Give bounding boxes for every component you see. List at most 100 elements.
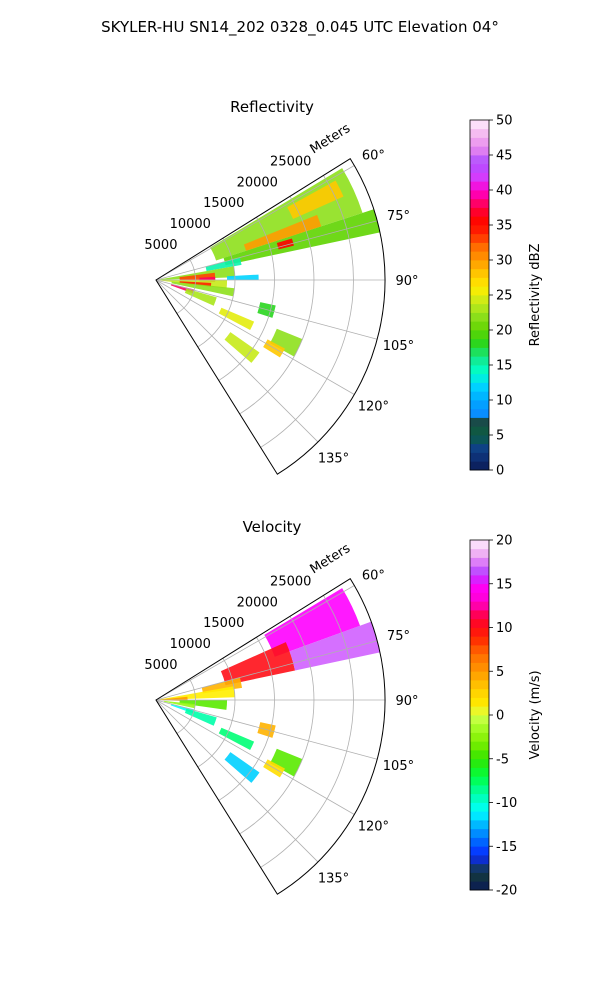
reflectivity-colorbar-bin-18 xyxy=(470,303,489,313)
reflectivity-colorbar: 0 5 10 15 20 25 30 35 40 45 50 xyxy=(469,114,513,479)
reflectivity-range-ring-4 xyxy=(260,175,354,448)
velocity-colorbar-bin-31 xyxy=(470,610,489,620)
velocity-range-ring-1 xyxy=(197,657,236,768)
velocity-colorbar-bin-0 xyxy=(470,881,489,891)
velocity-colorbar-bin-6 xyxy=(470,828,489,838)
reflectivity-colorbar-bin-0 xyxy=(470,461,489,471)
velocity-colorbar-tick-label-3: -5 xyxy=(496,752,509,767)
reflectivity-echo-region-6 xyxy=(159,266,235,280)
velocity-range-label: Meters xyxy=(308,541,354,577)
velocity-colorbar-bin-22 xyxy=(470,688,489,698)
reflectivity-colorbar-tick-label-0: 0 xyxy=(496,464,504,479)
velocity-colorbar-tick-label-0: -20 xyxy=(496,884,517,899)
reflectivity-colorbar-bin-39 xyxy=(470,120,489,130)
reflectivity-colorbar-tick-label-5: 25 xyxy=(496,289,513,304)
velocity-colorbar-bin-36 xyxy=(470,566,489,576)
reflectivity-colorbar-bin-22 xyxy=(470,268,489,278)
velocity-colorbar-tick-label-7: 15 xyxy=(496,577,513,592)
reflectivity-colorbar-bin-19 xyxy=(470,295,489,305)
velocity-range-ring-2 xyxy=(218,637,275,801)
reflectivity-colorbar-bin-21 xyxy=(470,277,489,287)
reflectivity-colorbar-bin-2 xyxy=(470,443,489,453)
velocity-colorbar-bin-33 xyxy=(470,592,489,602)
reflectivity-range-tick-label-0: 5000 xyxy=(144,238,177,253)
velocity-colorbar-bin-38 xyxy=(470,548,489,558)
reflectivity-colorbar-tick-label-2: 10 xyxy=(496,394,513,409)
reflectivity-azimuth-tick-label-3: 105° xyxy=(383,339,414,354)
reflectivity-colorbar-bin-31 xyxy=(470,190,489,200)
reflectivity-sector-frame xyxy=(155,157,386,475)
reflectivity-colorbar-bin-7 xyxy=(470,400,489,410)
velocity-echo-region-6 xyxy=(179,700,228,710)
reflectivity-colorbar-bin-30 xyxy=(470,198,489,208)
reflectivity-colorbar-label: Reflectivity dBZ xyxy=(528,244,543,347)
velocity-azimuth-tick-label-2: 90° xyxy=(395,694,418,709)
velocity-colorbar-bin-12 xyxy=(470,776,489,786)
velocity-sector-frame xyxy=(155,577,386,895)
reflectivity-range-tick-label-1: 10000 xyxy=(170,217,211,232)
reflectivity-colorbar-bin-8 xyxy=(470,391,489,401)
velocity-range-tick-label-0: 5000 xyxy=(144,658,177,673)
velocity-colorbar-bin-3 xyxy=(470,855,489,865)
velocity-range-ring-4 xyxy=(260,595,354,868)
reflectivity-echo-region-14 xyxy=(184,288,217,306)
velocity-colorbar-bin-29 xyxy=(470,627,489,637)
reflectivity-echo-region-3 xyxy=(243,214,322,251)
reflectivity-colorbar-tick-label-10: 50 xyxy=(496,114,513,129)
velocity-range-tick-label-4: 25000 xyxy=(270,574,311,589)
reflectivity-range-ring-2 xyxy=(218,217,275,381)
velocity-echo-region-7 xyxy=(163,700,196,709)
velocity-echo-region-3 xyxy=(201,677,243,694)
velocity-range-ring-3 xyxy=(239,616,315,835)
reflectivity-colorbar-bin-3 xyxy=(470,435,489,445)
reflectivity-colorbar-bin-11 xyxy=(470,365,489,375)
reflectivity-colorbar-tick-label-7: 35 xyxy=(496,219,513,234)
velocity-colorbar-bin-20 xyxy=(470,706,489,716)
figure-suptitle: SKYLER-HU SN14_202 0328_0.045 UTC Elevat… xyxy=(101,18,499,37)
velocity-echo-region-4 xyxy=(159,686,235,700)
velocity-title: Velocity xyxy=(243,518,302,536)
reflectivity-colorbar-bin-6 xyxy=(470,408,489,418)
reflectivity-colorbar-tick-label-8: 40 xyxy=(496,184,513,199)
reflectivity-echo-region-18 xyxy=(224,332,260,363)
reflectivity-colorbar-bin-26 xyxy=(470,233,489,243)
reflectivity-colorbar-tick-label-9: 45 xyxy=(496,149,513,164)
velocity-echo-region-1 xyxy=(220,642,296,686)
velocity-tick-labels: 60° 75° 90° 105° 120° 135° 5000 10000 15000 20000… xyxy=(144,569,418,887)
velocity-colorbar-bin-11 xyxy=(470,785,489,795)
reflectivity-colorbar-bin-5 xyxy=(470,417,489,427)
velocity-colorbar-bin-10 xyxy=(470,793,489,803)
reflectivity-colorbar-bin-28 xyxy=(470,216,489,226)
velocity-azimuth-gridline-1 xyxy=(155,640,378,701)
velocity-range-tick-label-3: 20000 xyxy=(237,595,278,610)
velocity-range-tick-label-1: 10000 xyxy=(170,637,211,652)
velocity-colorbar-tick-label-8: 20 xyxy=(496,534,513,549)
reflectivity-colorbar-bin-17 xyxy=(470,312,489,322)
reflectivity-colorbar-bin-9 xyxy=(470,382,489,392)
reflectivity-colorbar-bin-20 xyxy=(470,286,489,296)
velocity-colorbar-bin-4 xyxy=(470,846,489,856)
reflectivity-colorbar-bin-4 xyxy=(470,426,489,436)
velocity-colorbar-bin-25 xyxy=(470,662,489,672)
reflectivity-colorbar-bin-25 xyxy=(470,242,489,252)
reflectivity-range-tick-label-4: 25000 xyxy=(270,154,311,169)
velocity-colorbar-bin-39 xyxy=(470,540,489,550)
velocity-frame xyxy=(155,577,386,895)
velocity-colorbar-tick-label-1: -15 xyxy=(496,840,517,855)
reflectivity-range-ring-3 xyxy=(239,196,315,415)
reflectivity-colorbar-bin-24 xyxy=(470,251,489,261)
reflectivity-colorbar-bin-10 xyxy=(470,373,489,383)
reflectivity-colorbar-bin-16 xyxy=(470,321,489,331)
velocity-colorbar-bin-24 xyxy=(470,671,489,681)
reflectivity-azimuth-gridline-3 xyxy=(155,279,378,340)
reflectivity-colorbar-bin-34 xyxy=(470,163,489,173)
reflectivity-azimuth-gridline-4 xyxy=(155,279,355,395)
velocity-azimuth-gridline-5 xyxy=(155,699,319,863)
velocity-colorbar-bin-15 xyxy=(470,750,489,760)
velocity-colorbar-bin-26 xyxy=(470,653,489,663)
velocity-colorbar-bin-34 xyxy=(470,583,489,593)
reflectivity-range-label: Meters xyxy=(308,121,354,157)
reflectivity-azimuth-gridline-5 xyxy=(155,279,319,443)
reflectivity-grid xyxy=(155,165,385,448)
velocity-azimuth-tick-label-3: 105° xyxy=(383,759,414,774)
